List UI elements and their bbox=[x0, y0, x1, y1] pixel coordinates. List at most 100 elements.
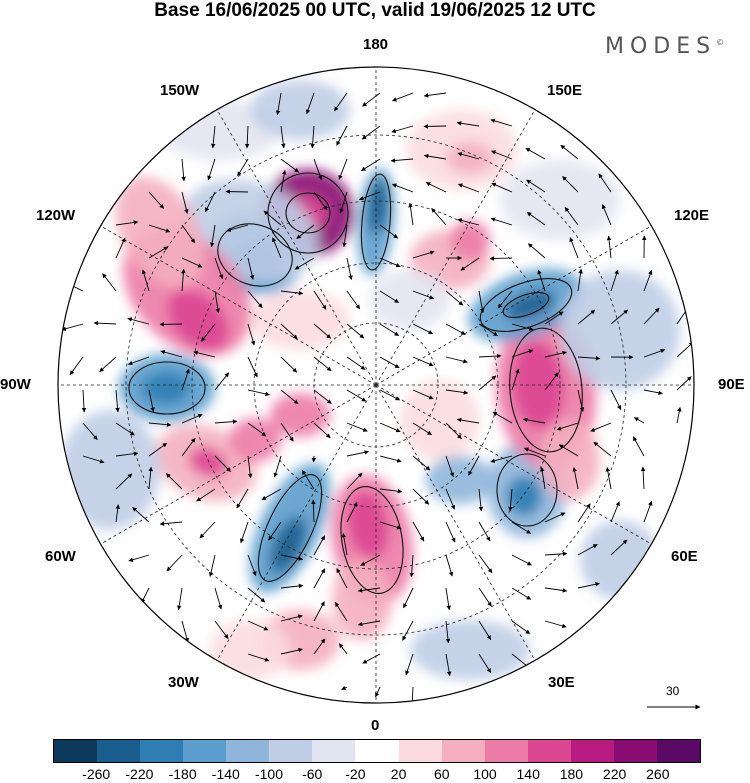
meridian-line bbox=[216, 109, 377, 386]
wind-arrow bbox=[511, 323, 534, 331]
wind-arrow bbox=[526, 211, 546, 226]
wind-arrow bbox=[81, 389, 87, 413]
colorbar-swatch bbox=[613, 740, 657, 762]
lon-label-0: 0 bbox=[371, 717, 380, 734]
wind-arrow bbox=[391, 183, 414, 193]
wind-arrow bbox=[402, 620, 414, 641]
wind-arrow bbox=[577, 268, 583, 292]
colorbar-tick-label: -180 bbox=[168, 766, 197, 782]
wind-arrow bbox=[280, 647, 303, 655]
wind-arrow bbox=[346, 422, 368, 432]
wind-arrow bbox=[605, 466, 612, 490]
wind-arrow bbox=[423, 124, 447, 129]
anomaly-blob bbox=[60, 410, 160, 530]
anomaly-blob bbox=[270, 517, 306, 573]
wind-arrow bbox=[379, 356, 400, 369]
wind-arrow bbox=[339, 191, 348, 214]
colorbar-tick-label: -260 bbox=[82, 766, 111, 782]
colorbar-swatch bbox=[484, 740, 528, 762]
colorbar bbox=[53, 739, 701, 763]
wind-arrow bbox=[263, 210, 282, 226]
wind-arrow bbox=[247, 389, 270, 397]
wind-arrow bbox=[411, 686, 414, 703]
wind-arrow bbox=[478, 653, 492, 673]
wind-arrow bbox=[643, 269, 653, 292]
wind-arrow bbox=[280, 290, 304, 296]
wind-arrow bbox=[423, 92, 447, 98]
colorbar-swatch bbox=[97, 740, 141, 762]
wind-arrow bbox=[544, 587, 568, 593]
wind-arrow bbox=[590, 422, 612, 432]
modes-logo: MODES© bbox=[605, 34, 725, 59]
wind-arrow bbox=[362, 653, 381, 664]
wind-arrow bbox=[115, 220, 139, 226]
wind-arrow bbox=[489, 256, 513, 261]
colorbar-tick-label: 20 bbox=[390, 766, 407, 782]
wind-arrow bbox=[247, 455, 253, 479]
height-contours bbox=[128, 172, 583, 594]
wind-arrow bbox=[445, 488, 456, 510]
wind-arrow bbox=[425, 182, 447, 193]
wind-arrow bbox=[610, 269, 619, 292]
wind-arrow bbox=[511, 554, 532, 566]
anomaly-blob bbox=[347, 491, 389, 559]
wind-arrow bbox=[346, 450, 369, 457]
colorbar-tick-label: 180 bbox=[559, 766, 584, 782]
wind-arrow bbox=[334, 602, 348, 622]
wind-arrow bbox=[560, 144, 579, 160]
anomaly-shading bbox=[60, 80, 680, 680]
wind-arrow bbox=[102, 273, 117, 292]
wind-arrow bbox=[165, 473, 183, 490]
colorbar-swatch bbox=[54, 740, 98, 762]
wind-arrow bbox=[456, 417, 480, 424]
wind-arrow bbox=[412, 422, 432, 436]
chart-title: Base 16/06/2025 00 UTC, valid 19/06/2025… bbox=[154, 0, 596, 21]
wind-arrow bbox=[280, 356, 298, 373]
wind-arrow bbox=[305, 92, 315, 115]
meridian-line bbox=[216, 384, 377, 661]
wind-arrow bbox=[357, 620, 381, 627]
wind-arrow bbox=[346, 323, 365, 339]
wind-arrow bbox=[492, 411, 513, 424]
wind-arrow bbox=[311, 499, 316, 523]
contour-loop bbox=[360, 173, 392, 271]
wind-arrow bbox=[457, 152, 480, 160]
wind-arrow bbox=[391, 125, 414, 134]
wind-arrow bbox=[338, 158, 348, 180]
wind-arrow bbox=[244, 125, 250, 149]
wind-arrow bbox=[610, 389, 622, 411]
wind-arrow bbox=[445, 587, 451, 611]
lon-label-180: 180 bbox=[363, 36, 389, 53]
wind-arrow bbox=[313, 191, 328, 211]
wind-arrow bbox=[606, 235, 612, 259]
wind-arrow bbox=[405, 653, 414, 676]
wind-arrow bbox=[336, 568, 348, 589]
wind-arrow bbox=[558, 444, 579, 457]
wind-arrow bbox=[601, 204, 612, 226]
wind-arrow bbox=[313, 601, 325, 622]
wind-arrow bbox=[522, 417, 546, 424]
wind-arrow bbox=[196, 488, 216, 502]
wind-arrow bbox=[301, 470, 315, 490]
wind-arrow bbox=[379, 224, 399, 239]
contour-loop bbox=[340, 486, 404, 594]
colorbar-tick-label: 60 bbox=[434, 766, 450, 782]
wind-arrow bbox=[564, 206, 579, 226]
anomaly-blob bbox=[270, 393, 330, 437]
colorbar-swatch bbox=[570, 740, 614, 762]
colorbar-tick-label: 260 bbox=[646, 766, 670, 782]
wind-arrow bbox=[544, 620, 567, 629]
wind-arrow bbox=[294, 257, 315, 270]
wind-arrow bbox=[676, 376, 692, 391]
wind-arrow bbox=[346, 501, 358, 523]
colorbar-swatch bbox=[183, 740, 227, 762]
anomaly-blob bbox=[115, 176, 205, 288]
wind-arrow bbox=[577, 582, 600, 589]
wind-arrow bbox=[478, 521, 491, 542]
wind-arrow bbox=[457, 218, 480, 226]
wind-arrow bbox=[115, 473, 133, 490]
wind-arrow bbox=[148, 246, 169, 259]
wind-arrow bbox=[310, 125, 315, 149]
colorbar-swatch bbox=[226, 740, 270, 762]
wind-arrow bbox=[313, 638, 326, 655]
